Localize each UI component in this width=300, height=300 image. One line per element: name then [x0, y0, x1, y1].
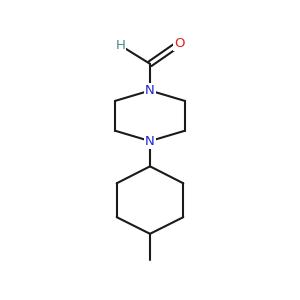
Text: H: H — [115, 39, 125, 52]
Text: O: O — [174, 37, 184, 50]
Text: N: N — [145, 135, 155, 148]
Text: N: N — [145, 84, 155, 97]
